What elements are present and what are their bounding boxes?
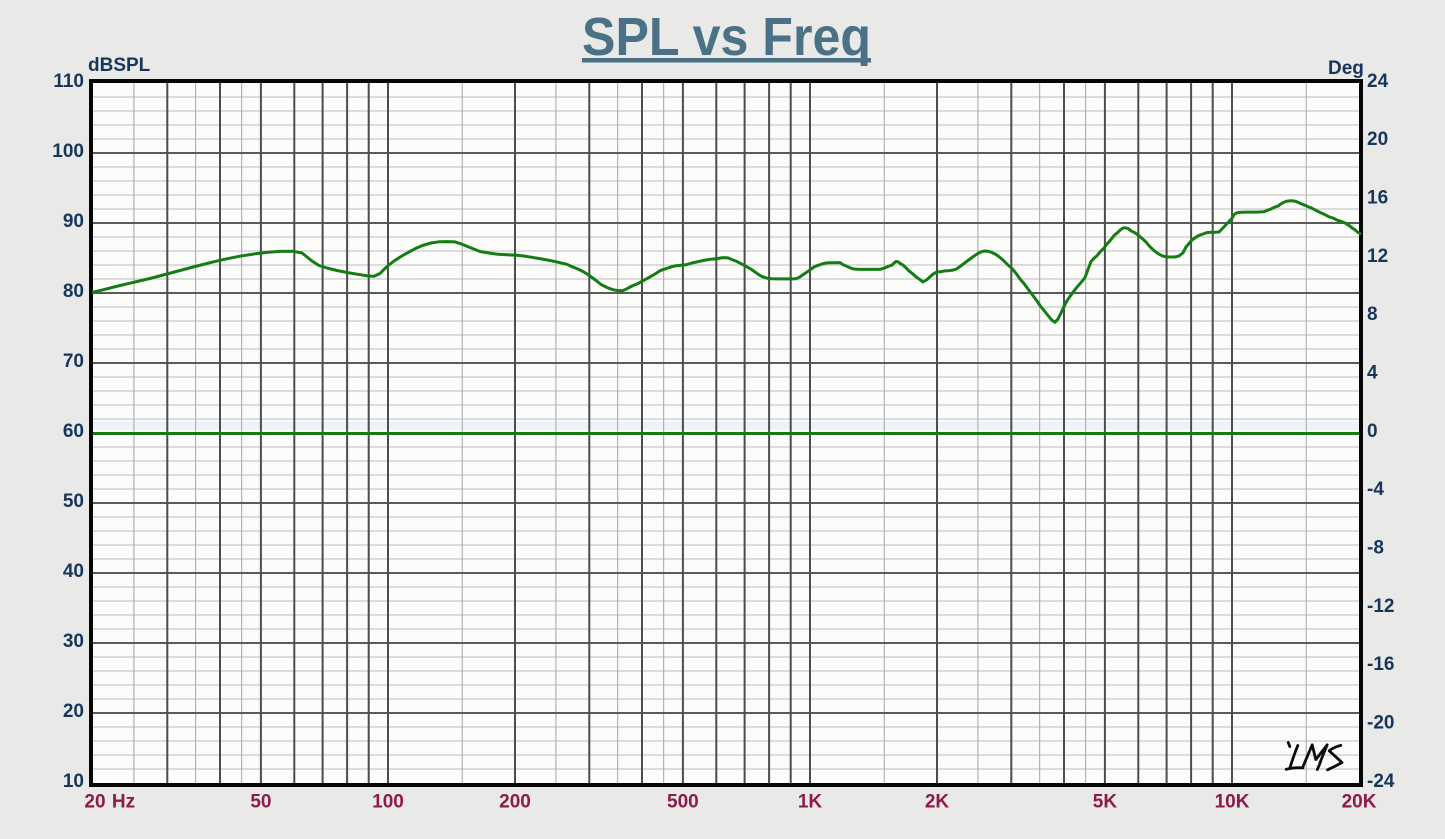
svg-text:-20: -20 <box>1367 713 1394 734</box>
svg-text:20: 20 <box>1367 129 1388 150</box>
svg-text:2K: 2K <box>925 792 950 813</box>
svg-text:16: 16 <box>1367 188 1388 209</box>
svg-text:-8: -8 <box>1367 538 1384 559</box>
svg-text:4: 4 <box>1367 363 1378 384</box>
svg-text:10: 10 <box>63 771 84 792</box>
svg-text:60: 60 <box>63 421 84 442</box>
svg-text:90: 90 <box>63 211 84 232</box>
svg-text:200: 200 <box>499 792 531 813</box>
svg-text:-16: -16 <box>1367 654 1394 675</box>
svg-text:dBSPL: dBSPL <box>88 55 151 76</box>
svg-text:SPL vs Freq: SPL vs Freq <box>582 7 871 67</box>
svg-text:500: 500 <box>667 792 699 813</box>
svg-text:100: 100 <box>372 792 404 813</box>
svg-text:40: 40 <box>63 561 84 582</box>
svg-text:80: 80 <box>63 281 84 302</box>
svg-text:8: 8 <box>1367 304 1378 325</box>
svg-text:50: 50 <box>250 792 271 813</box>
svg-text:20K: 20K <box>1342 792 1377 813</box>
svg-text:Deg: Deg <box>1328 58 1364 79</box>
svg-text:-24: -24 <box>1367 771 1395 792</box>
svg-text:0: 0 <box>1367 421 1378 442</box>
svg-text:10K: 10K <box>1215 792 1250 813</box>
svg-text:50: 50 <box>63 491 84 512</box>
svg-text:20: 20 <box>84 792 105 813</box>
svg-text:100: 100 <box>52 141 84 162</box>
svg-text:-12: -12 <box>1367 596 1394 617</box>
svg-text:-4: -4 <box>1367 479 1384 500</box>
svg-text:70: 70 <box>63 351 84 372</box>
svg-text:5K: 5K <box>1093 792 1118 813</box>
svg-text:110: 110 <box>53 71 84 92</box>
svg-text:30: 30 <box>63 631 84 652</box>
svg-text:24: 24 <box>1367 71 1389 92</box>
svg-text:1K: 1K <box>798 792 823 813</box>
svg-text:20: 20 <box>63 701 84 722</box>
svg-text:Hz: Hz <box>112 792 135 813</box>
svg-text:12: 12 <box>1367 246 1388 267</box>
